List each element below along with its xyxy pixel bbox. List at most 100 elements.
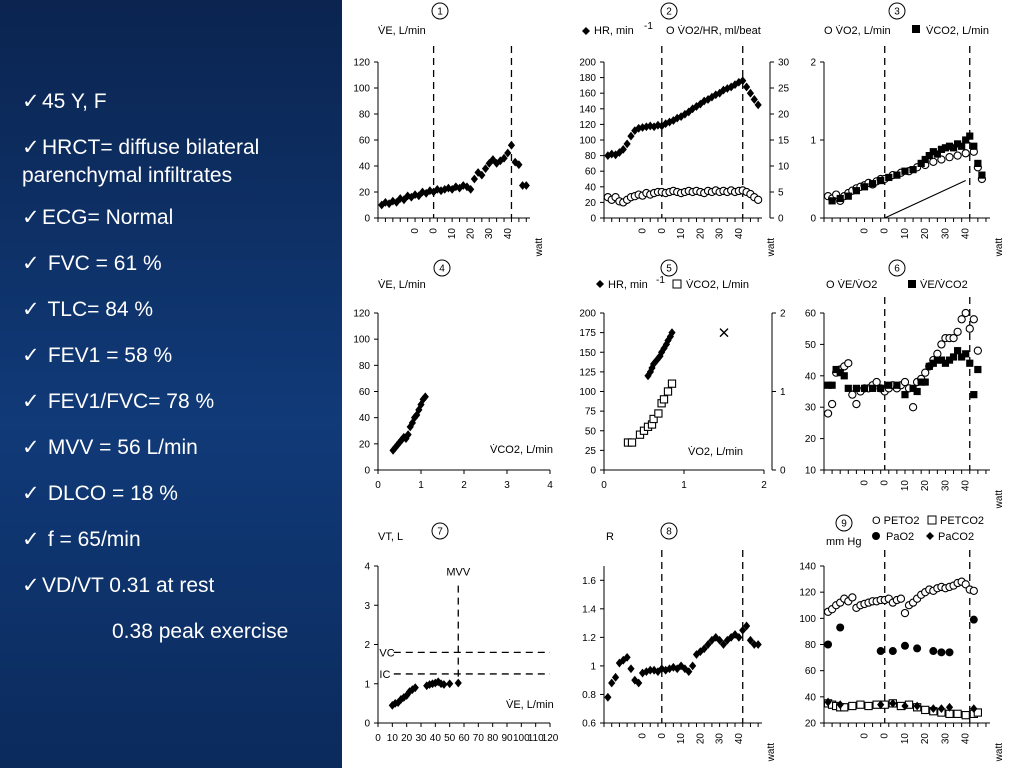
- chart-panel-4: 0 20 40 60 80 100 120 0 1 2 3 4: [353, 309, 553, 492]
- data-point: [945, 702, 954, 712]
- data-point: [735, 632, 743, 642]
- check-icon: ✓: [22, 252, 40, 275]
- data-point: [969, 615, 978, 624]
- data-point: [827, 399, 837, 409]
- reference-line: [884, 180, 966, 219]
- data-point: [953, 709, 962, 718]
- data-point: [961, 149, 970, 158]
- y-tick-label: 100: [799, 614, 816, 625]
- data-point: [455, 183, 464, 193]
- x-tick-label: 4: [547, 480, 553, 491]
- x-tick-label: 10: [676, 733, 687, 745]
- y-tick-label: 2: [810, 58, 816, 69]
- panel-number-circle: [433, 259, 451, 277]
- y-tick-label: 50: [585, 426, 597, 437]
- data-point: [824, 381, 832, 389]
- data-point: [404, 191, 412, 201]
- data-point: [646, 665, 654, 675]
- y-axis-label: R: [606, 531, 614, 543]
- data-point: [522, 181, 530, 190]
- data-point: [925, 152, 933, 160]
- x-tick-label: 90: [501, 733, 513, 744]
- legend-vco2: V̇CO2, L/min: [686, 278, 749, 291]
- x-axis-label: watt: [994, 238, 1005, 258]
- data-point: [650, 122, 658, 132]
- data-point: [658, 121, 666, 131]
- data-point: [650, 359, 658, 369]
- x-tick-label: 40: [734, 228, 745, 240]
- bullet-item: ✓ f = 65/min: [22, 526, 337, 554]
- data-point: [876, 647, 885, 656]
- data-point: [746, 635, 755, 645]
- x-tick-label: 20: [695, 228, 706, 240]
- data-point: [489, 155, 497, 164]
- x-tick-label: 0: [410, 228, 421, 234]
- data-point: [949, 144, 958, 152]
- data-point: [900, 377, 910, 387]
- bullet-text: 45 Y, F: [42, 90, 107, 113]
- x-tick-label: 0: [880, 733, 891, 739]
- data-point: [662, 665, 670, 675]
- data-point: [937, 155, 946, 164]
- data-point: [962, 136, 970, 144]
- x-tick-label: 1: [418, 480, 424, 491]
- data-point: [929, 359, 937, 367]
- x-tick-label: 10: [900, 480, 911, 492]
- data-point: [406, 422, 414, 432]
- bullet-item: ✓ TLC= 84 %: [22, 296, 337, 324]
- data-point: [667, 379, 677, 388]
- data-point: [750, 640, 758, 649]
- check-icon: ✓: [22, 528, 40, 551]
- x-tick-label: 30: [940, 480, 951, 492]
- data-point: [917, 159, 925, 167]
- chart-panel-6: 10 20 30 40 50 60 0 0 10 20 30 40 watt: [805, 297, 1005, 509]
- x-tick-label: 20: [920, 480, 931, 492]
- data-point: [970, 704, 978, 714]
- panel-number: 5: [666, 264, 672, 275]
- y-tick-label: 60: [359, 136, 371, 147]
- x-tick-label: 0: [375, 733, 381, 744]
- x-tick-label: 30: [415, 733, 427, 744]
- bullet-item: ✓ MVV = 56 L/min: [22, 434, 337, 462]
- panel-number: 4: [439, 264, 445, 275]
- data-point: [945, 356, 954, 364]
- legend-paco2: PaCO2: [938, 531, 974, 543]
- data-point: [954, 347, 962, 355]
- y-tick-label: 1: [590, 661, 596, 672]
- bullet-text: f = 65/min: [42, 528, 141, 551]
- data-point: [723, 84, 731, 93]
- check-icon: ✓: [22, 136, 40, 159]
- data-point: [925, 362, 933, 370]
- y2-tick-label: 1: [780, 387, 786, 398]
- bullet-text: DLCO = 18 %: [42, 482, 178, 505]
- y-tick-label: 20: [359, 188, 371, 199]
- data-point: [754, 100, 762, 110]
- x-tick-label: 10: [676, 228, 687, 240]
- bullet-text: TLC= 84 %: [42, 298, 154, 321]
- data-point: [507, 140, 516, 150]
- data-point: [739, 625, 747, 635]
- data-point: [921, 368, 930, 377]
- data-point: [398, 435, 406, 445]
- x-tick-label: 10: [447, 228, 458, 240]
- y-tick-label: 40: [359, 413, 371, 424]
- hline-label: IC: [379, 669, 390, 681]
- series-main: [389, 392, 429, 455]
- data-point: [627, 438, 637, 447]
- x-tick-label: 0: [859, 480, 870, 486]
- x-tick-label: 20: [466, 228, 477, 240]
- data-point: [868, 180, 877, 188]
- data-point: [852, 384, 860, 392]
- data-point: [877, 700, 885, 710]
- legend-hr-sup: -1: [656, 275, 665, 286]
- x-tick-label: 30: [715, 733, 726, 745]
- sidebar-panel: ✓ 45 Y, F ✓ HRCT= diffuse bilateral parench…: [0, 0, 342, 768]
- data-point: [393, 440, 401, 450]
- y-axis-label: V̇E, L/min: [378, 24, 426, 37]
- data-point: [677, 112, 685, 121]
- panel-number: 6: [894, 264, 900, 275]
- data-point: [638, 668, 647, 678]
- data-point: [921, 378, 929, 386]
- x-axis-label: watt: [994, 743, 1005, 763]
